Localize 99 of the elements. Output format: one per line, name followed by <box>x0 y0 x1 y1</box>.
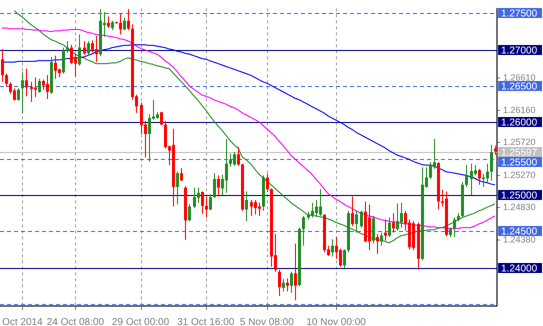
candlestick <box>111 20 114 31</box>
y-tick-label: 1.25270 <box>503 170 536 180</box>
candlestick <box>180 168 183 182</box>
candlestick <box>140 102 143 134</box>
candlestick <box>245 190 248 222</box>
candlestick <box>343 248 346 270</box>
ref-line-label: 1.27000 <box>501 45 538 56</box>
x-tick-label: 5 Nov 08:00 <box>240 316 294 326</box>
ref-line-label: 1.26500 <box>501 81 538 92</box>
candlestick <box>213 172 216 198</box>
candlestick <box>25 68 28 97</box>
candlestick <box>290 271 293 294</box>
candlestick <box>91 40 94 54</box>
candlestick <box>360 210 363 228</box>
candlestick <box>396 203 399 232</box>
ref-line-label: 1.24000 <box>501 263 538 274</box>
candlestick <box>225 138 228 194</box>
x-tick-label: Oct 2014 <box>2 316 44 326</box>
candlestick <box>78 34 81 66</box>
candlestick <box>205 196 208 218</box>
candlestick <box>66 40 69 54</box>
candlestick <box>278 269 281 296</box>
candlestick <box>482 173 485 188</box>
candlestick <box>197 187 200 204</box>
candlestick <box>70 44 73 65</box>
candlestick <box>453 216 456 238</box>
candlestick <box>254 200 257 216</box>
candlestick <box>282 278 285 292</box>
candlestick <box>486 163 489 184</box>
candlestick <box>87 40 90 56</box>
candlestick <box>478 168 481 186</box>
candlestick <box>209 194 212 211</box>
candlestick <box>449 227 452 238</box>
candlestick <box>1 48 4 82</box>
candlestick <box>237 146 240 166</box>
candlestick <box>164 120 167 149</box>
candlestick <box>331 238 334 258</box>
candlestick <box>474 164 477 176</box>
candlestick <box>388 216 391 238</box>
candlestick <box>176 171 179 205</box>
ref-line-label: 1.25500 <box>501 157 538 168</box>
candlestick <box>470 163 473 196</box>
candlestick <box>250 200 253 216</box>
y-tick-label: 1.26160 <box>503 105 536 116</box>
candlestick <box>17 88 20 102</box>
candlestick <box>119 12 122 36</box>
candlestick <box>160 112 163 126</box>
candlestick <box>429 162 432 180</box>
candlestick <box>62 47 65 74</box>
candlestick <box>5 73 8 88</box>
candlestick <box>107 16 110 28</box>
candlestick <box>368 204 371 251</box>
x-tick-label: 24 Oct 08:00 <box>46 316 104 326</box>
candlestick <box>465 164 468 188</box>
candlestick <box>21 72 24 114</box>
ref-line-label: 1.26000 <box>501 117 538 128</box>
candlestick <box>148 114 151 162</box>
candlestick <box>315 200 318 216</box>
candlestick <box>494 145 497 156</box>
ref-line-label: 1.25000 <box>501 190 538 202</box>
y-tick-label: 1.25720 <box>503 137 536 148</box>
x-tick-label: 29 Oct 00:00 <box>112 316 170 326</box>
candlestick <box>233 152 236 166</box>
candlestick <box>266 173 269 193</box>
candlestick <box>229 153 232 168</box>
ref-line-label: 1.25597 <box>501 147 538 158</box>
candlestick <box>384 219 387 242</box>
candlestick <box>302 215 305 246</box>
candlestick <box>201 190 204 214</box>
candlestick <box>83 40 86 56</box>
candlestick <box>311 202 314 218</box>
candlestick <box>351 196 354 227</box>
candlestick <box>42 79 45 90</box>
candlestick <box>490 144 493 181</box>
x-tick-label: 31 Oct 16:00 <box>177 316 235 326</box>
candlestick <box>392 212 395 234</box>
x-tick-label: 10 Nov 00:00 <box>306 316 366 326</box>
candlestick <box>217 174 220 197</box>
candlestick <box>294 243 297 301</box>
candlestick <box>34 76 37 98</box>
candlestick <box>123 17 126 31</box>
candlestick <box>339 248 342 268</box>
candlestick <box>127 8 130 31</box>
candlestick <box>46 74 49 100</box>
candlestick <box>258 202 261 216</box>
candlestick <box>54 55 57 80</box>
candlestick <box>13 88 16 102</box>
candlestick <box>188 204 191 222</box>
candlestick <box>400 202 403 228</box>
candlestick <box>193 187 196 209</box>
candlestick <box>38 78 41 94</box>
candlestick <box>95 35 98 63</box>
candlestick <box>355 210 358 234</box>
ref-line-label: 1.27500 <box>501 8 538 20</box>
y-tick-label: 1.26610 <box>503 72 536 83</box>
y-tick-label: 1.24830 <box>503 202 536 212</box>
candlestick <box>319 188 322 216</box>
candlestick <box>376 234 379 254</box>
candlestick <box>30 81 33 103</box>
